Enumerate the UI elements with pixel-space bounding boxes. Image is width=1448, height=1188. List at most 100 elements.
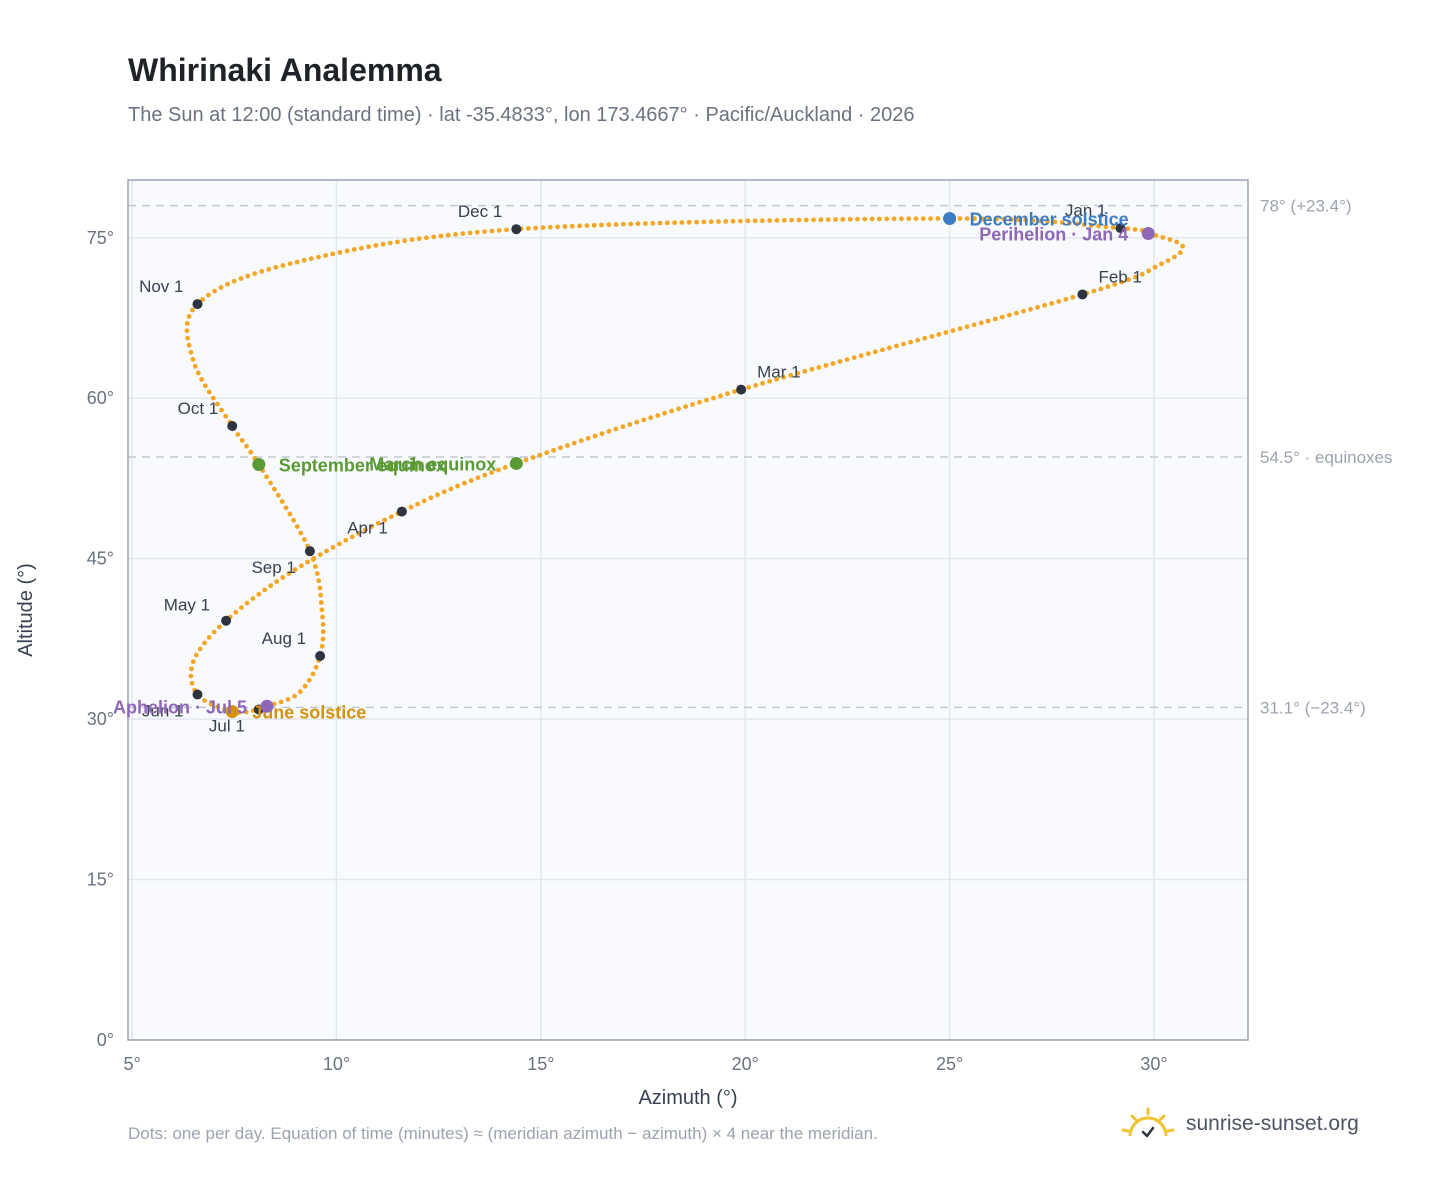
daily-dot [416,236,422,242]
daily-dot [634,419,640,425]
daily-dot [330,545,336,550]
plot-frame [127,179,1249,1041]
reference-line-label: 54.5° · equinoxes [1260,448,1393,467]
daily-dot [613,426,619,432]
daily-dot [188,349,194,355]
daily-dot [994,216,999,222]
daily-dot [774,218,780,223]
daily-dot [964,324,970,330]
daily-dot [641,417,647,423]
daily-dot [986,216,992,222]
daily-dot [760,380,765,386]
daily-dot [402,238,408,244]
daily-dot [1088,222,1094,228]
daily-dot [299,563,304,569]
month-marker-dot [1115,223,1126,234]
daily-dot [840,217,846,222]
daily-dot [753,383,758,388]
daily-dot [359,245,364,251]
daily-dot [585,435,591,441]
daily-dot [428,495,434,501]
daily-dot [369,524,375,529]
daily-dot [239,438,245,443]
daily-dot [206,389,212,395]
daily-dot [922,335,928,341]
daily-dot [1119,279,1125,285]
daily-dot [613,222,619,227]
daily-dot [851,355,857,360]
daily-dot [555,224,560,230]
daily-dot [1063,296,1069,302]
daily-dot [964,216,970,222]
daily-dot [718,393,723,399]
daily-dot [999,314,1005,320]
daily-dot [887,345,892,351]
x-tick-label: 20° [732,1054,759,1074]
y-axis-label: Altitude (°) [15,563,37,657]
x-tick-label: 10° [323,1054,350,1074]
daily-dot [730,218,736,224]
event-marker-label: September equinox [279,456,446,476]
daily-dot [502,465,508,470]
daily-dot [356,531,362,536]
daily-dot [795,370,801,376]
daily-dot [704,397,709,403]
daily-dot [1125,226,1131,232]
month-marker-label: May 1 [164,596,210,615]
month-marker-dot [221,615,232,626]
daily-dot [1159,261,1164,267]
daily-dot [818,217,824,223]
y-tick-label: 0° [97,1030,114,1050]
daily-dot [877,216,882,222]
daily-dot [774,376,780,382]
daily-dot [606,222,612,228]
brand-logo[interactable]: sunrise-sunset.org [1120,1102,1359,1146]
daily-dot [408,504,414,510]
daily-dot [686,219,692,225]
daily-dot [1165,258,1171,263]
daily-dot [869,216,875,222]
daily-dot [781,217,787,223]
daily-dot [1105,284,1111,290]
daily-dot [825,217,831,223]
daily-dot [540,225,546,231]
daily-dot [865,351,871,357]
daily-dot [781,374,787,380]
daily-dot [571,440,577,446]
daily-dot [683,404,688,409]
daily-dot [901,341,906,347]
daily-dot [929,334,935,339]
daily-dot [192,363,198,369]
daily-dot [1096,223,1101,229]
daily-dot [474,229,480,235]
y-tick-label: 45° [87,549,114,569]
daily-dot [1052,219,1058,225]
daily-dot [323,253,328,258]
daily-dot [1042,302,1047,308]
reference-line-label: 31.1° (−23.4°) [1260,698,1366,717]
daily-dot [767,218,773,223]
daily-dot [302,683,308,689]
daily-dot [301,257,307,263]
daily-dot [1132,227,1138,232]
daily-dot [297,689,303,695]
daily-dot [788,372,794,378]
daily-dot [421,498,427,504]
y-tick-label: 75° [87,228,114,248]
daily-dot [292,567,298,572]
daily-dot [562,224,568,229]
daily-dot [1016,217,1021,223]
month-markers: Jan 1 Feb 1 Mar 1 Apr 1 May 1 Jun 1 Jul 1 Aug 1… [139,201,1142,735]
daily-dot [286,571,292,576]
x-tick-label: 30° [1140,1054,1167,1074]
month-marker-label: Dec 1 [458,202,502,221]
daily-dot [320,636,326,642]
daily-dot [306,677,312,683]
daily-dot [317,585,323,591]
daily-dot [468,478,474,483]
daily-dot [830,361,836,366]
y-tick-label: 15° [87,870,114,890]
daily-dot [1074,221,1080,227]
daily-dot [283,505,289,511]
month-marker-label: Nov 1 [139,277,183,296]
